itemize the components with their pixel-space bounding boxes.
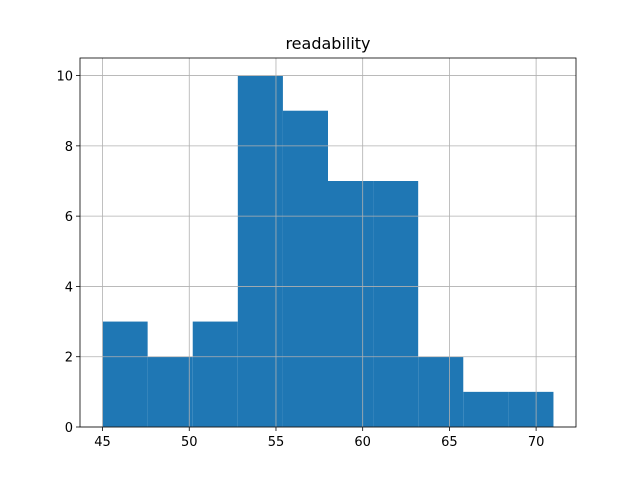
y-tick-label: 8 bbox=[65, 140, 73, 155]
chart-title: readability bbox=[285, 34, 370, 53]
y-tick-label: 10 bbox=[56, 70, 73, 85]
y-tick-label: 4 bbox=[65, 280, 73, 295]
x-tick-label: 45 bbox=[94, 435, 111, 450]
bar bbox=[328, 181, 374, 427]
bar bbox=[463, 391, 509, 427]
x-tick-label: 70 bbox=[528, 435, 545, 450]
y-tick-label: 6 bbox=[65, 210, 73, 225]
y-tick-label: 2 bbox=[65, 351, 73, 366]
bar bbox=[373, 181, 419, 427]
x-tick-label: 50 bbox=[181, 435, 198, 450]
x-tick-label: 65 bbox=[441, 435, 458, 450]
bar bbox=[147, 356, 193, 427]
x-tick-label: 60 bbox=[354, 435, 371, 450]
bar bbox=[508, 391, 554, 427]
x-tick-label: 55 bbox=[268, 435, 285, 450]
plot-frame bbox=[79, 57, 577, 428]
bar bbox=[237, 75, 283, 428]
bar bbox=[102, 321, 148, 427]
bar bbox=[192, 321, 238, 427]
bar bbox=[282, 110, 328, 427]
bar bbox=[418, 356, 464, 427]
y-tick-label: 0 bbox=[65, 421, 73, 436]
